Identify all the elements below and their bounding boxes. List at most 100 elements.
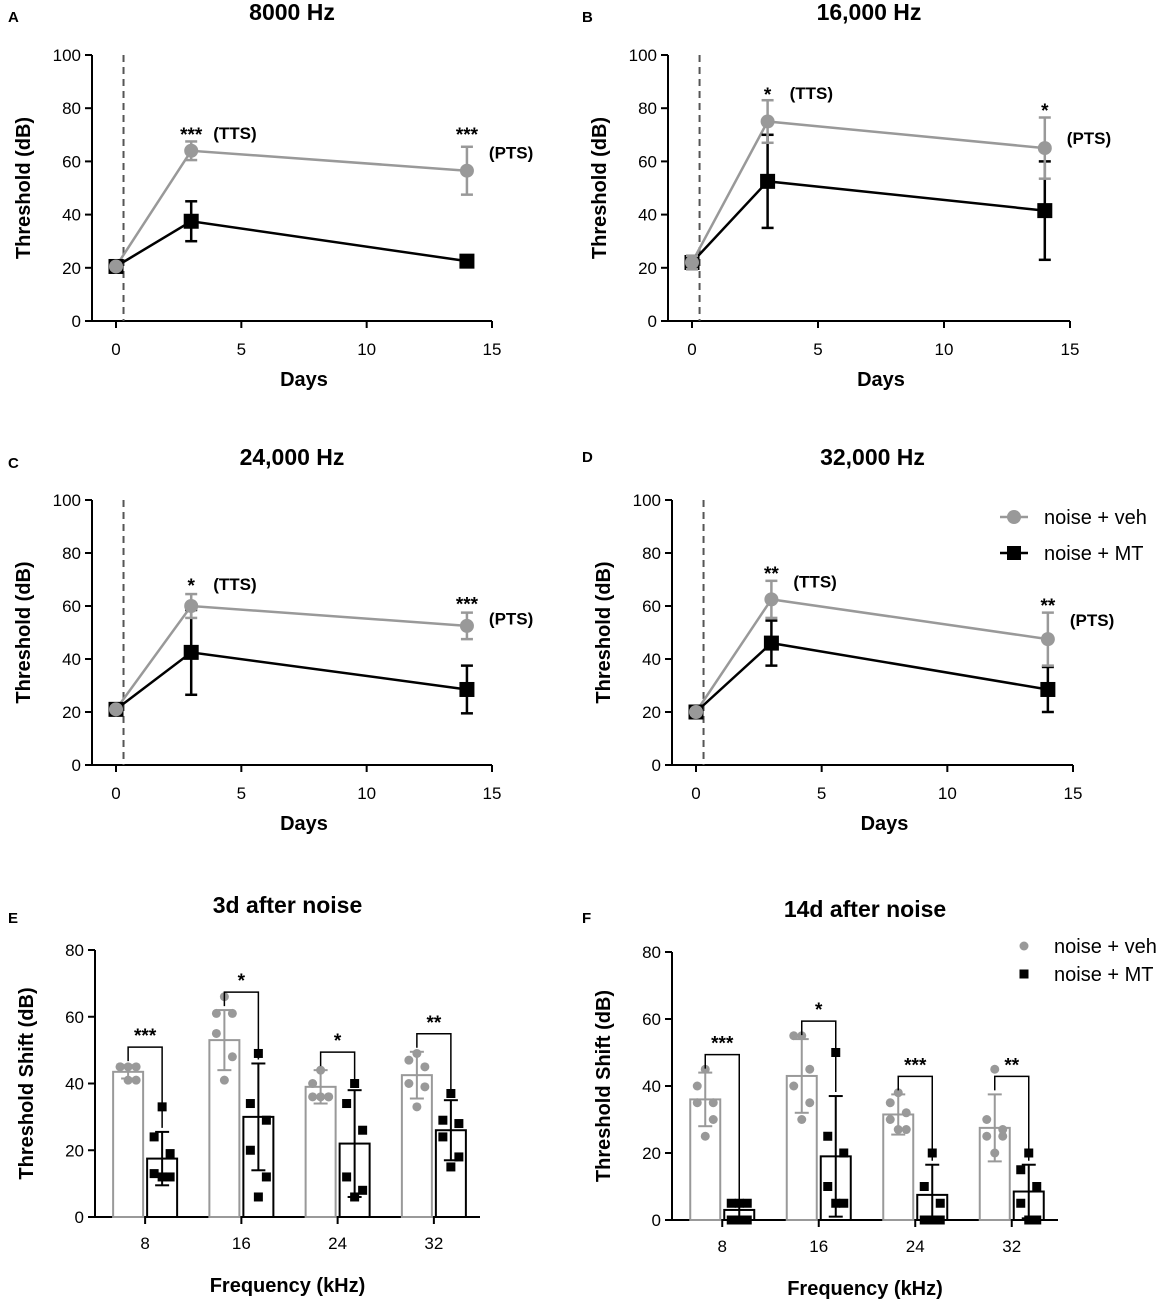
individual-point	[885, 1098, 895, 1108]
x-tick-label: 0	[111, 784, 120, 803]
data-point	[685, 255, 699, 270]
individual-point	[935, 1198, 945, 1208]
y-tick-label: 20	[642, 703, 661, 722]
data-point	[689, 705, 703, 719]
data-point	[763, 635, 779, 651]
individual-point	[901, 1125, 911, 1135]
x-tick-label: 24	[906, 1237, 925, 1256]
individual-point	[1016, 1165, 1026, 1175]
individual-point	[149, 1132, 159, 1142]
legend-label: noise + veh	[1044, 507, 1147, 529]
significance-marker: **	[426, 1013, 441, 1034]
x-tick-label: 0	[687, 340, 696, 359]
significance-marker: *	[764, 85, 772, 106]
line-chart-panel-b: 0 20 40 60 80 100 Threshold (dB) B 16,000 Hz 0 5 10…	[582, 0, 1111, 391]
y-tick-label: 20	[642, 1144, 661, 1163]
y-tick-label: 20	[65, 1141, 84, 1160]
individual-point	[219, 1075, 229, 1085]
x-tick-label: 10	[935, 340, 954, 359]
data-point	[1037, 141, 1052, 156]
y-tick-label: 0	[75, 1208, 84, 1227]
individual-point	[823, 1131, 833, 1141]
y-axis-title: Threshold (dB)	[593, 561, 615, 703]
individual-point	[454, 1119, 464, 1129]
individual-point	[805, 1064, 815, 1074]
x-axis-title: Days	[861, 813, 909, 835]
legend-label: noise + MT	[1054, 964, 1153, 986]
y-tick-label: 60	[638, 152, 657, 171]
data-point	[459, 618, 474, 633]
y-axis-title: Threshold Shift (dB)	[593, 990, 615, 1182]
data-point	[459, 681, 475, 697]
individual-point	[350, 1192, 360, 1202]
significance-marker: *	[815, 1000, 823, 1021]
significance-marker: ***	[456, 125, 479, 146]
x-tick-label: 16	[232, 1234, 251, 1253]
data-point	[184, 143, 199, 158]
panel-label: B	[582, 9, 593, 26]
panel-label: D	[582, 449, 593, 466]
x-tick-label: 10	[357, 784, 376, 803]
individual-point	[420, 1062, 430, 1072]
phase-label: (TTS)	[793, 572, 836, 591]
legend-label: noise + MT	[1044, 543, 1143, 565]
individual-point	[165, 1149, 175, 1159]
individual-point	[893, 1125, 903, 1135]
individual-point	[123, 1062, 133, 1072]
bar	[112, 1070, 145, 1218]
individual-point	[308, 1079, 318, 1088]
significance-marker: *	[238, 971, 246, 992]
y-tick-label: 100	[633, 491, 661, 510]
series-line	[114, 604, 468, 711]
x-tick-label: 32	[1002, 1237, 1021, 1256]
phase-label: (TTS)	[213, 124, 256, 143]
x-tick-label: 15	[483, 340, 502, 359]
chart-title: 16,000 Hz	[817, 0, 922, 25]
individual-point	[990, 1064, 1000, 1074]
significance-marker: ***	[456, 595, 479, 616]
individual-point	[885, 1115, 895, 1124]
individual-point	[831, 1198, 841, 1208]
series-line	[691, 180, 1045, 264]
individual-point	[919, 1215, 929, 1225]
y-tick-label: 100	[53, 46, 81, 65]
x-tick-label: 10	[357, 340, 376, 359]
individual-point	[1032, 1182, 1042, 1191]
individual-point	[1032, 1215, 1042, 1225]
individual-point	[726, 1198, 736, 1208]
individual-point	[982, 1131, 992, 1141]
individual-point	[253, 1192, 263, 1202]
individual-point	[789, 1081, 799, 1091]
series-line	[115, 219, 468, 268]
line-chart-panel-a: 0 20 40 60 80 100 Threshold (dB) A 8000 Hz 0 5 10 15…	[8, 0, 533, 391]
y-tick-label: 20	[62, 259, 81, 278]
y-tick-label: 20	[638, 259, 657, 278]
individual-point	[927, 1215, 937, 1225]
significance-marker: ***	[180, 125, 203, 146]
chart-title: 32,000 Hz	[820, 444, 925, 470]
series-line	[114, 149, 468, 268]
individual-point	[982, 1115, 992, 1124]
individual-point	[935, 1215, 945, 1225]
significance-marker: **	[764, 564, 779, 585]
individual-point	[990, 1148, 1000, 1158]
x-tick-label: 32	[424, 1234, 443, 1253]
series-line	[694, 598, 1049, 713]
individual-point	[131, 1062, 141, 1072]
y-tick-label: 0	[72, 756, 81, 775]
y-tick-label: 100	[629, 46, 657, 65]
panel-label: A	[8, 9, 19, 26]
chart-title: 24,000 Hz	[240, 444, 345, 470]
phase-label: (PTS)	[489, 610, 533, 629]
individual-point	[358, 1125, 368, 1135]
y-tick-label: 40	[642, 650, 661, 669]
individual-point	[157, 1172, 167, 1182]
x-tick-label: 8	[718, 1237, 727, 1256]
individual-point	[692, 1081, 702, 1091]
y-tick-label: 0	[72, 312, 81, 331]
individual-point	[261, 1115, 271, 1125]
y-tick-label: 80	[62, 99, 81, 118]
individual-point	[211, 1008, 221, 1018]
individual-point	[261, 1172, 271, 1182]
significance-marker: ***	[711, 1034, 734, 1055]
